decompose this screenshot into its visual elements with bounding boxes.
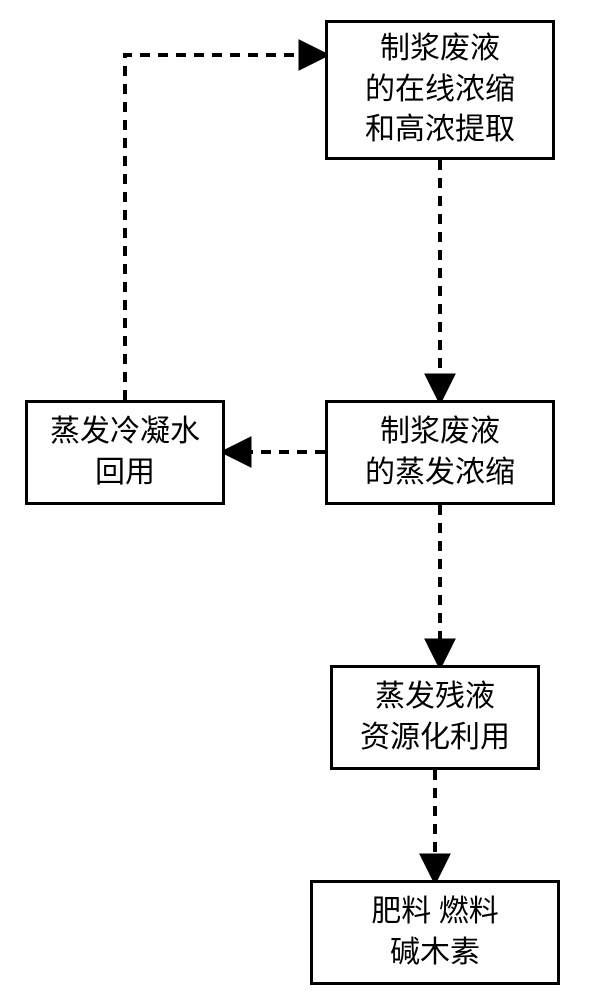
flowchart-node-n2: 制浆废液 的蒸发浓缩	[325, 400, 555, 505]
flowchart-edge-n3-n1	[125, 55, 325, 400]
flowchart-node-label: 肥料 燃料 碱木素	[371, 892, 499, 973]
flowchart-node-label: 制浆废液 的蒸发浓缩	[365, 412, 515, 493]
flowchart-node-n5: 肥料 燃料 碱木素	[310, 880, 560, 985]
flowchart-node-n3: 蒸发冷凝水 回用	[25, 400, 225, 505]
flowchart-node-n4: 蒸发残液 资源化利用	[330, 665, 540, 770]
flowchart-node-label: 蒸发残液 资源化利用	[360, 677, 510, 758]
flowchart-node-label: 蒸发冷凝水 回用	[50, 412, 200, 493]
flowchart-node-label: 制浆废液 的在线浓缩 和高浓提取	[365, 29, 515, 151]
flowchart-node-n1: 制浆废液 的在线浓缩 和高浓提取	[325, 20, 555, 160]
